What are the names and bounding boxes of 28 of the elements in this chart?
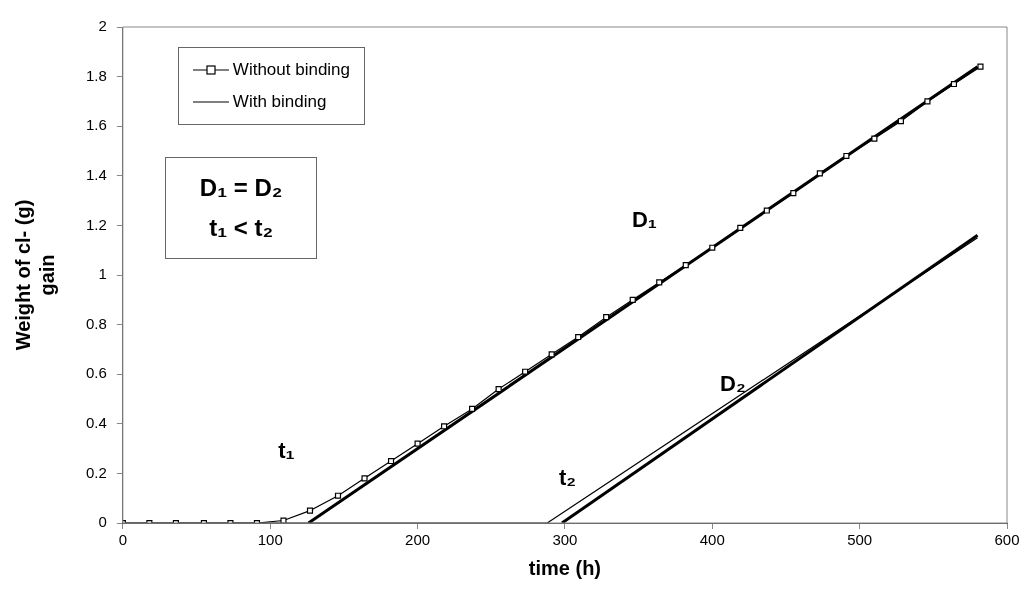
- y-tick-label: 1.2: [85, 215, 107, 233]
- legend-label: Without binding: [232, 60, 351, 80]
- y-tick-label: 2: [98, 17, 107, 35]
- y-axis-title: Weight of cl- (g) gain: [11, 199, 58, 351]
- y-tick-label: 0.2: [85, 463, 107, 481]
- y-tick-label: 0.8: [85, 314, 107, 332]
- y-tick-label: 1.8: [85, 66, 107, 84]
- x-tick-label: 100: [257, 531, 283, 549]
- x-tick-label: 600: [994, 531, 1020, 549]
- x-tick-label: 200: [405, 531, 431, 549]
- y-tick-label: 0.4: [85, 413, 107, 431]
- y-tick-label: 1: [98, 265, 107, 283]
- legend-label: With binding: [232, 92, 327, 112]
- x-tick-label: 500: [847, 531, 873, 549]
- y-tick-label: 0.6: [85, 364, 107, 382]
- annotation: t₁: [278, 438, 295, 465]
- x-tick-label: 400: [699, 531, 725, 549]
- x-tick-label: 300: [552, 531, 578, 549]
- annotation: D₁ = D₂: [199, 173, 283, 203]
- y-tick-label: 0: [98, 513, 107, 531]
- x-axis-title: time (h): [528, 556, 602, 579]
- y-tick-label: 1.4: [85, 165, 107, 183]
- annotation: D₁: [631, 207, 657, 234]
- annotation: t₁ < t₂: [208, 213, 275, 243]
- y-tick-label: 1.6: [85, 116, 107, 134]
- annotation: t₂: [559, 465, 577, 492]
- x-tick-label: 0: [118, 531, 128, 549]
- annotation: D₂: [720, 371, 746, 398]
